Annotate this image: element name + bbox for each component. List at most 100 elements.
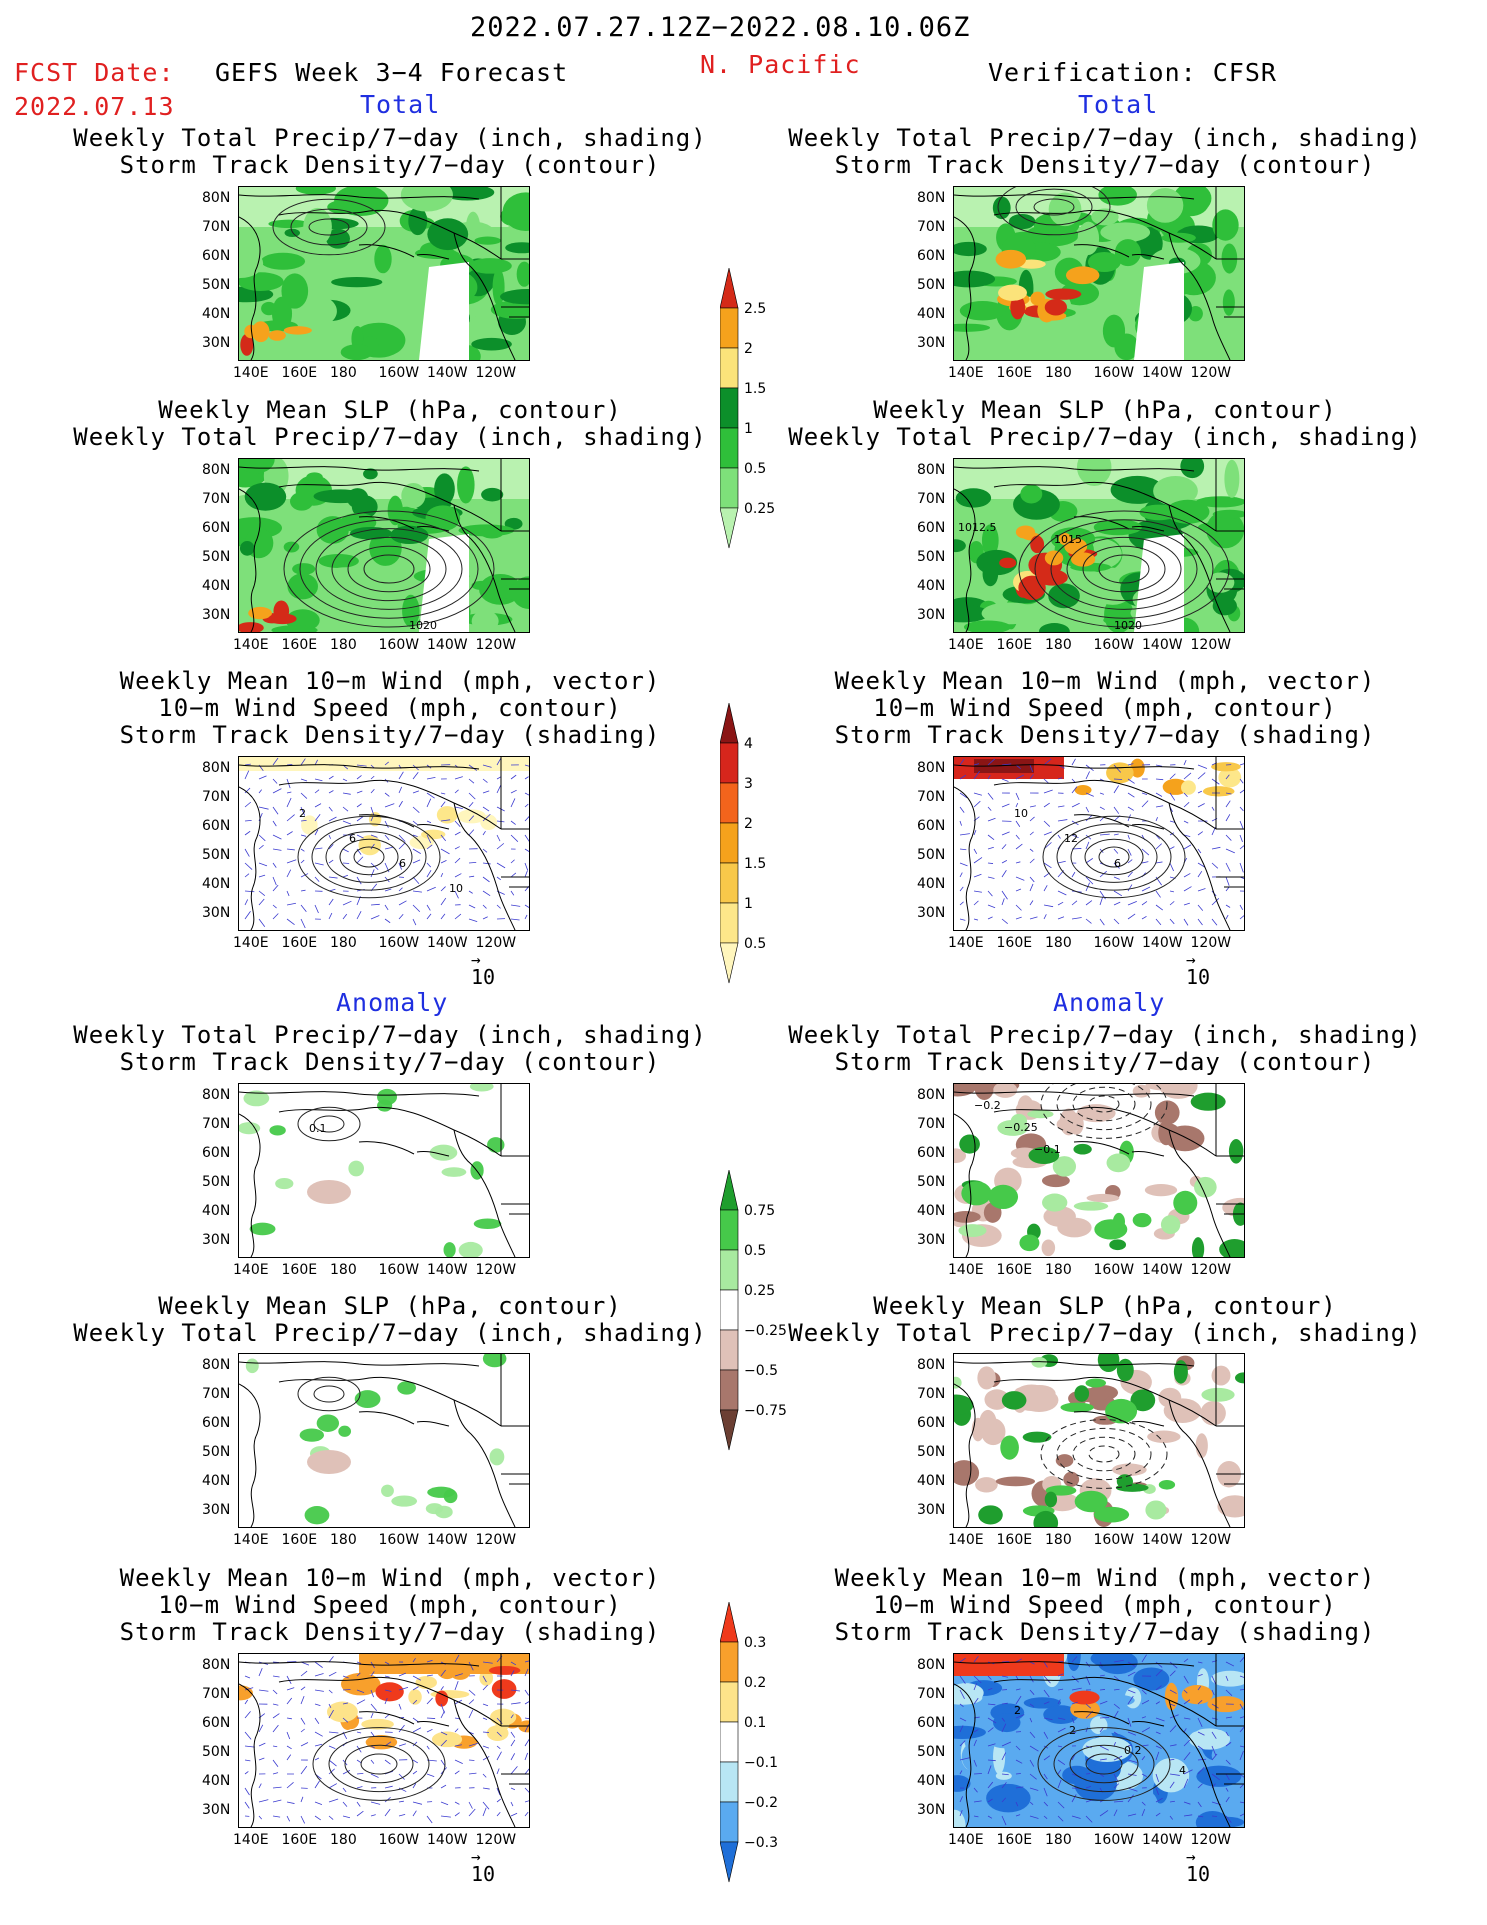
- lon-tick-label: 160E: [281, 637, 318, 653]
- lat-tick-label: 80N: [917, 1087, 946, 1103]
- lat-tick-label: 70N: [917, 1386, 946, 1402]
- lon-tick-label: 120W: [1190, 1532, 1232, 1548]
- lon-tick-label: 140E: [948, 1532, 984, 1548]
- lon-tick-label: 120W: [475, 365, 517, 381]
- lon-tick-label: 160E: [281, 1832, 318, 1848]
- lon-tick-label: 120W: [475, 1262, 517, 1278]
- lat-tick-label: 40N: [917, 306, 946, 322]
- lat-tick-label: 70N: [917, 789, 946, 805]
- lat-tick-label: 60N: [917, 1145, 946, 1161]
- lat-tick-label: 60N: [917, 520, 946, 536]
- lat-tick-label: 50N: [917, 1174, 946, 1190]
- contour-label: 2: [1014, 1704, 1021, 1717]
- lon-tick-label: 160W: [1093, 1532, 1135, 1548]
- lon-tick-label: 180: [330, 637, 357, 653]
- colorbar-swatch: [719, 822, 739, 864]
- lat-tick-label: 40N: [917, 1203, 946, 1219]
- lat-tick-label: 50N: [917, 277, 946, 293]
- lon-tick-label: 160W: [378, 935, 420, 951]
- panel-title-line: Weekly Mean 10−m Wind (mph, vector): [119, 667, 661, 695]
- panel-title-line: Storm Track Density/7−day (contour): [834, 151, 1376, 179]
- panel-title-line: Weekly Total Precip/7−day (inch, shading…: [788, 423, 1422, 451]
- lon-tick-label: 180: [330, 365, 357, 381]
- lat-tick-label: 60N: [202, 1415, 231, 1431]
- lat-tick-label: 50N: [202, 549, 231, 565]
- forecast-map-precip-anomaly: 0.1: [238, 1083, 530, 1258]
- lon-tick-label: 160E: [281, 1262, 318, 1278]
- lon-tick-label: 160E: [281, 1532, 318, 1548]
- lon-tick-label: 140E: [233, 1832, 269, 1848]
- lat-tick-label: 40N: [917, 876, 946, 892]
- lat-tick-label: 40N: [202, 578, 231, 594]
- lat-tick-label: 80N: [202, 190, 231, 206]
- panel-title-line: Weekly Mean 10−m Wind (mph, vector): [834, 667, 1376, 695]
- colorbar-tick-label: 0.5: [744, 936, 766, 952]
- colorbar-swatch: [719, 1801, 739, 1843]
- colorbar-swatch: [719, 1841, 739, 1883]
- lat-tick-label: 80N: [202, 1087, 231, 1103]
- lon-tick-label: 140E: [948, 1832, 984, 1848]
- lat-tick-label: 30N: [917, 1232, 946, 1248]
- lat-tick-label: 30N: [917, 335, 946, 351]
- lon-tick-label: 180: [1045, 1832, 1072, 1848]
- lat-tick-label: 70N: [917, 1116, 946, 1132]
- colorbar-tick-label: 0.75: [744, 1203, 775, 1219]
- colorbar-swatch: [719, 1249, 739, 1291]
- lat-tick-label: 30N: [202, 905, 231, 921]
- lat-tick-label: 40N: [202, 1203, 231, 1219]
- lon-tick-label: 160W: [378, 637, 420, 653]
- lon-tick-label: 160E: [996, 935, 1033, 951]
- colorbar-tick-label: −0.25: [744, 1323, 787, 1339]
- contour-label: 2: [299, 807, 306, 820]
- lat-tick-label: 70N: [202, 1686, 231, 1702]
- lat-tick-label: 50N: [202, 1744, 231, 1760]
- lat-tick-label: 70N: [917, 1686, 946, 1702]
- colorbar-tick-label: −0.1: [744, 1755, 778, 1771]
- lat-tick-label: 40N: [917, 1473, 946, 1489]
- lon-tick-label: 120W: [475, 637, 517, 653]
- lat-tick-label: 50N: [202, 847, 231, 863]
- lon-tick-label: 160E: [996, 1832, 1033, 1848]
- colorbar-tick-label: 3: [744, 776, 753, 792]
- panel-title: Weekly Total Precip/7−day (inch, shading…: [745, 125, 1465, 179]
- vector-reference-label: → 10: [1186, 1847, 1211, 1887]
- lon-tick-label: 180: [330, 935, 357, 951]
- lat-tick-label: 80N: [202, 760, 231, 776]
- precip-anomaly-colorbar: 0.75 0.5 0.25 −0.25 −0.5 −0.75: [719, 1169, 810, 1456]
- lat-tick-label: 70N: [917, 491, 946, 507]
- colorbar-swatch: [719, 467, 739, 509]
- lat-tick-label: 60N: [202, 818, 231, 834]
- lon-tick-label: 160W: [1093, 1262, 1135, 1278]
- colorbar-swatch: [719, 1721, 739, 1763]
- lat-tick-label: 60N: [917, 818, 946, 834]
- lat-tick-label: 30N: [917, 905, 946, 921]
- colorbar-swatch: [719, 1169, 739, 1211]
- lat-tick-label: 60N: [202, 1145, 231, 1161]
- lat-tick-label: 50N: [202, 1444, 231, 1460]
- lat-tick-label: 50N: [202, 277, 231, 293]
- lon-tick-label: 120W: [475, 1532, 517, 1548]
- panel-title: Weekly Mean 10−m Wind (mph, vector) 10−m …: [745, 668, 1465, 749]
- lon-tick-label: 120W: [1190, 935, 1232, 951]
- lon-tick-label: 180: [1045, 365, 1072, 381]
- colorbar-swatch: [719, 902, 739, 944]
- region-title: N. Pacific: [700, 50, 861, 79]
- lat-tick-label: 80N: [917, 760, 946, 776]
- lon-tick-label: 160E: [281, 935, 318, 951]
- lat-tick-label: 80N: [202, 1357, 231, 1373]
- verification-title: Verification: CFSR: [988, 58, 1277, 87]
- lon-tick-label: 180: [330, 1262, 357, 1278]
- lon-tick-label: 140E: [948, 637, 984, 653]
- lat-tick-label: 30N: [202, 335, 231, 351]
- precip-colorbar: 2.5 2 1.5 1 0.5 0.25: [719, 267, 810, 554]
- lon-tick-label: 140W: [427, 365, 468, 381]
- lat-tick-label: 80N: [917, 1357, 946, 1373]
- contour-label: −0.1: [1034, 1143, 1061, 1156]
- lon-tick-label: 140W: [427, 935, 468, 951]
- lat-tick-label: 40N: [202, 306, 231, 322]
- panel-title: Weekly Total Precip/7−day (inch, shading…: [30, 125, 750, 179]
- lat-tick-label: 80N: [917, 1657, 946, 1673]
- lon-tick-label: 160W: [378, 365, 420, 381]
- verification-map-precip: [953, 186, 1245, 361]
- colorbar-tick-label: 0.25: [744, 1283, 775, 1299]
